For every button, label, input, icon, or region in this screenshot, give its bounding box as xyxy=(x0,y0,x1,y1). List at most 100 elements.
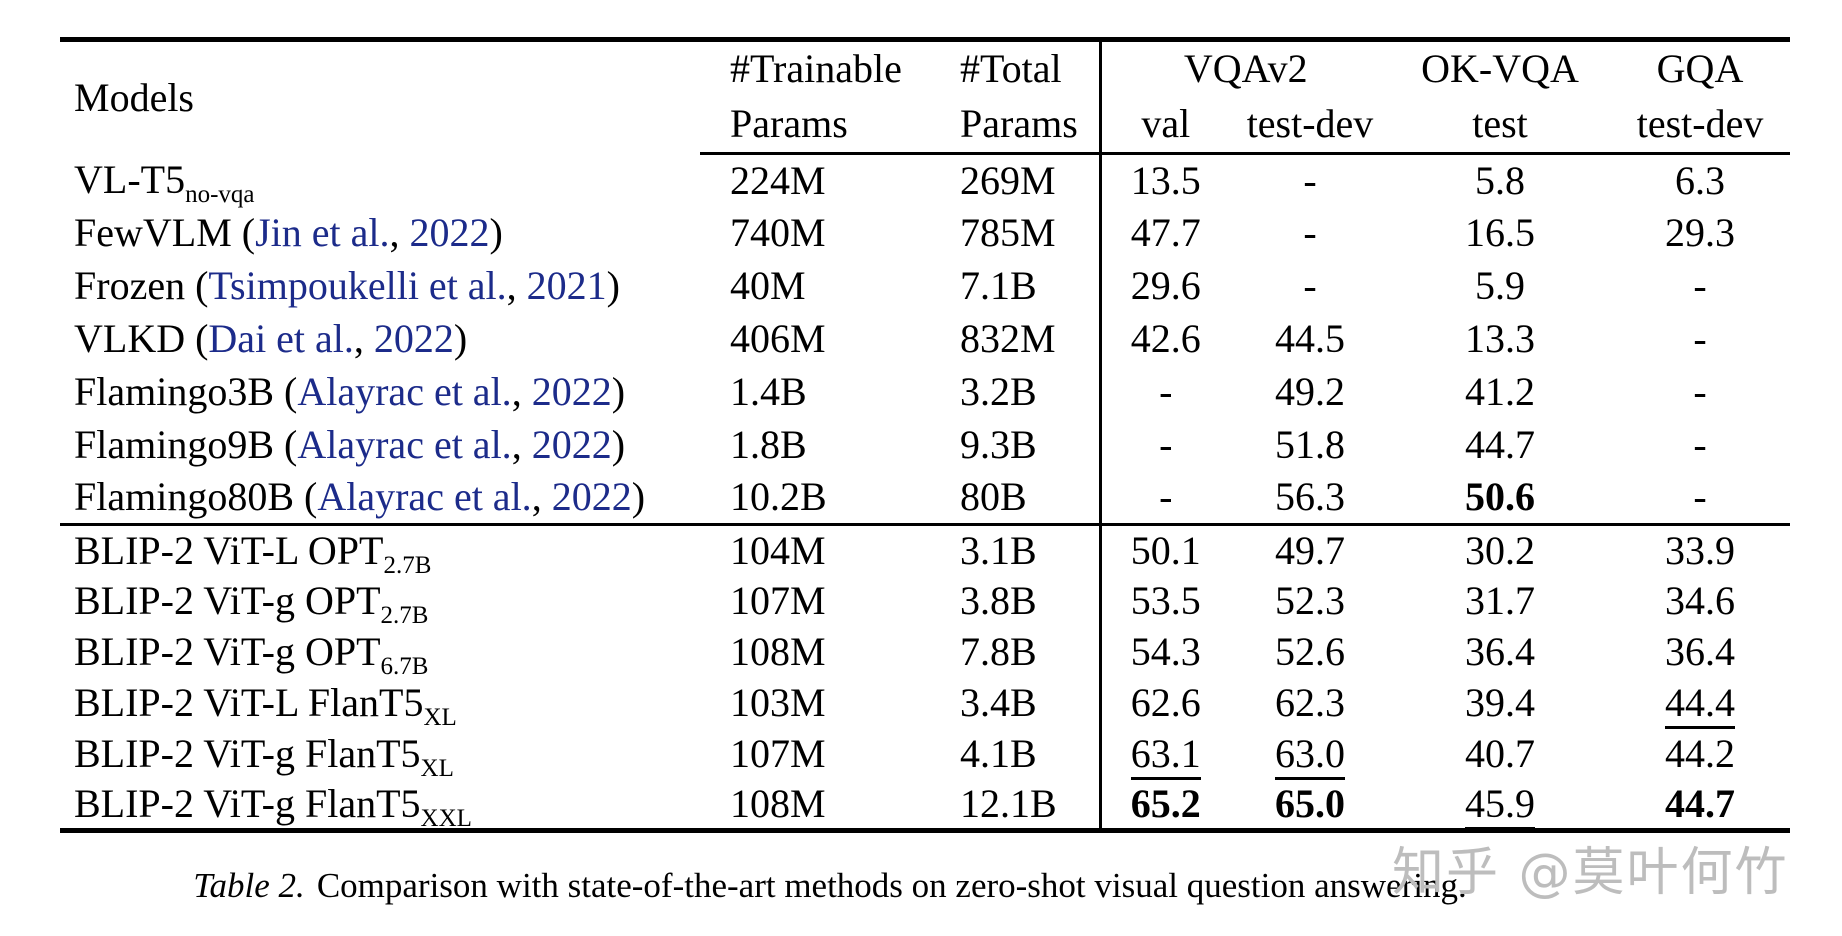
model-name: BLIP-2 ViT-g OPT xyxy=(74,578,381,623)
citation-authors-link[interactable]: Tsimpoukelli et al. xyxy=(208,263,507,308)
baseline-models-group: VL-T5no-vqa 224M 269M 13.5-5.8 6.3 FewVLM (Ji… xyxy=(60,153,1790,525)
citation-year-link[interactable]: 2022 xyxy=(531,369,612,414)
model-cell: FewVLM (Jin et al., 2022) xyxy=(74,210,503,255)
value-cell: 13.3 xyxy=(1390,313,1610,366)
value-cell: 108M xyxy=(700,780,930,831)
value: - xyxy=(1303,210,1317,255)
value: 7.8B xyxy=(960,629,1037,674)
value-cell: 13.5 xyxy=(1098,153,1230,207)
value-cell: 108M xyxy=(700,627,930,678)
model-subscript: 2.7B xyxy=(383,551,432,579)
value-cell: 5.9 xyxy=(1390,260,1610,313)
value: 34.6 xyxy=(1665,578,1736,623)
citation-authors-link[interactable]: Alayrac et al. xyxy=(297,422,512,467)
model-name: BLIP-2 ViT-g FlanT5 xyxy=(74,731,421,776)
value: - xyxy=(1693,263,1707,308)
value-cell: - xyxy=(1610,472,1790,525)
value-cell: 4.1B xyxy=(930,729,1100,780)
value-cell: 39.4 xyxy=(1390,678,1610,729)
value: 29.6 xyxy=(1130,263,1201,308)
citation-year-link[interactable]: 2022 xyxy=(373,316,454,361)
citation-authors-link[interactable]: Alayrac et al. xyxy=(317,474,532,520)
value: - xyxy=(1159,422,1173,467)
model-subscript: XL xyxy=(420,755,454,782)
value-cell: 29.6 xyxy=(1098,259,1230,313)
value-cell: 44.4 xyxy=(1610,678,1790,729)
value-cell: 44.7 xyxy=(1610,780,1790,831)
value: 39.4 xyxy=(1465,680,1536,725)
value-cell: 54.3 xyxy=(1098,626,1230,678)
caption-text: Comparison with state-of-the-art methods… xyxy=(316,866,1467,905)
citation-year-link[interactable]: 2022 xyxy=(409,210,490,255)
value: 13.5 xyxy=(1130,157,1201,203)
citation-authors-link[interactable]: Dai et al. xyxy=(208,316,354,361)
model-name: VLKD xyxy=(74,316,186,361)
value-cell: - xyxy=(1098,418,1230,472)
value-cell: 62.3 xyxy=(1230,678,1390,729)
value-cell: 224M xyxy=(700,154,930,207)
value-cell: 785M xyxy=(930,207,1100,260)
model-cell: Flamingo9B (Alayrac et al., 2022) xyxy=(74,422,626,467)
value: 16.5 xyxy=(1465,210,1536,255)
model-name: BLIP-2 ViT-L FlanT5 xyxy=(74,680,424,725)
value-cell: 36.4 xyxy=(1610,627,1790,678)
value-cell: - xyxy=(1610,419,1790,472)
value-cell: 52.3 xyxy=(1230,576,1390,627)
value: 36.4 xyxy=(1465,629,1536,674)
value-cell: 107M xyxy=(700,576,930,627)
citation-year-link[interactable]: 2022 xyxy=(531,422,612,467)
value-cell: 63.1 xyxy=(1098,728,1230,780)
model-cell: VLKD (Dai et al., 2022) xyxy=(74,316,468,361)
citation-authors-link[interactable]: Jin et al. xyxy=(255,210,390,255)
table-row: Flamingo3B (Alayrac et al., 2022) 1.4B 3.2… xyxy=(60,365,1790,419)
citation-year-link[interactable]: 2022 xyxy=(551,474,632,520)
value: 56.3 xyxy=(1275,474,1345,520)
value-cell: 10.2B xyxy=(700,472,930,525)
table-row: BLIP-2 ViT-g FlanT5XXL 108M 12.1B 65.2 65.0 4… xyxy=(60,779,1790,831)
table-row: FewVLM (Jin et al., 2022) 740M 785M 47.7 - 16… xyxy=(60,206,1790,260)
citation-year-link[interactable]: 2021 xyxy=(526,263,607,308)
value: - xyxy=(1693,474,1707,520)
value-cell: - xyxy=(1230,260,1390,313)
value-cell: 40.7 xyxy=(1390,729,1610,780)
value: 50.6 xyxy=(1465,474,1536,520)
citation-authors-link[interactable]: Alayrac et al. xyxy=(297,369,512,414)
caption-label: Table 2. xyxy=(193,866,305,905)
value: 107M xyxy=(730,578,826,623)
model-name: Frozen xyxy=(74,263,186,308)
value-cell: 3.4B xyxy=(930,678,1100,729)
value: 40M xyxy=(730,263,806,308)
value-cell: 406M xyxy=(700,313,930,366)
value: 740M xyxy=(730,210,826,255)
value-cell: 12.1B xyxy=(930,780,1100,831)
value-cell: 107M xyxy=(700,729,930,780)
col-header-vqav2-testdev: test-dev xyxy=(1230,96,1391,155)
value-cell: - xyxy=(1610,260,1790,313)
model-cell: Frozen (Tsimpoukelli et al., 2021) xyxy=(74,263,620,308)
value-cell: 3.8B xyxy=(930,576,1100,627)
value-cell: 44.7 xyxy=(1390,419,1610,472)
value-cell: - xyxy=(1610,313,1790,366)
value-cell: 42.6 xyxy=(1098,312,1230,366)
model-name: VL-T5 xyxy=(74,157,186,202)
value: 406M xyxy=(730,316,826,361)
value-cell: - xyxy=(1610,366,1790,419)
table-row: VLKD (Dai et al., 2022) 406M 832M 42.6 44.5 1… xyxy=(60,312,1790,366)
value: 108M xyxy=(730,780,826,826)
model-cell: VL-T5no-vqa xyxy=(60,154,700,208)
value-cell: 56.3 xyxy=(1230,472,1390,525)
value: 9.3B xyxy=(960,422,1037,467)
value: 62.3 xyxy=(1275,680,1345,725)
value: 108M xyxy=(730,629,826,674)
value: 785M xyxy=(960,210,1056,255)
value-cell: - xyxy=(1098,365,1230,419)
value-cell: 62.6 xyxy=(1098,677,1230,729)
table-row: BLIP-2 ViT-g OPT6.7B 108M 7.8B 54.3 52.6 36.4… xyxy=(60,626,1790,679)
value: 51.8 xyxy=(1275,422,1345,467)
value: 107M xyxy=(730,731,826,776)
value: 31.7 xyxy=(1465,578,1536,623)
table-caption: Table 2. Comparison with state-of-the-art… xyxy=(60,866,1600,906)
table-row: BLIP-2 ViT-L FlanT5XL 103M 3.4B 62.6 62.3 39.… xyxy=(60,677,1790,730)
value: 52.3 xyxy=(1275,578,1345,623)
value: 269M xyxy=(960,157,1056,203)
